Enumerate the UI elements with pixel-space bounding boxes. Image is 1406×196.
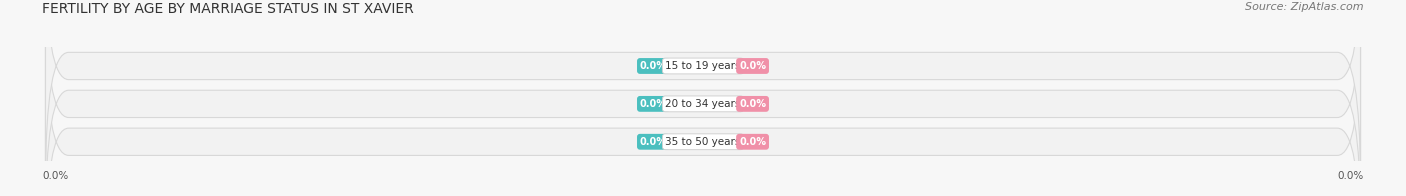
FancyBboxPatch shape [45,0,1361,196]
Text: 0.0%: 0.0% [1337,171,1364,181]
Text: 35 to 50 years: 35 to 50 years [665,137,741,147]
Text: 0.0%: 0.0% [640,99,666,109]
Text: 0.0%: 0.0% [740,99,766,109]
Text: 15 to 19 years: 15 to 19 years [665,61,741,71]
Text: 0.0%: 0.0% [740,137,766,147]
FancyBboxPatch shape [45,23,1361,196]
Text: 0.0%: 0.0% [740,61,766,71]
Text: FERTILITY BY AGE BY MARRIAGE STATUS IN ST XAVIER: FERTILITY BY AGE BY MARRIAGE STATUS IN S… [42,2,413,16]
Text: 20 to 34 years: 20 to 34 years [665,99,741,109]
Text: 0.0%: 0.0% [640,61,666,71]
Text: Source: ZipAtlas.com: Source: ZipAtlas.com [1246,2,1364,12]
Text: 0.0%: 0.0% [42,171,69,181]
Text: 0.0%: 0.0% [640,137,666,147]
FancyBboxPatch shape [45,0,1361,185]
Legend: Married, Unmarried: Married, Unmarried [620,195,786,196]
